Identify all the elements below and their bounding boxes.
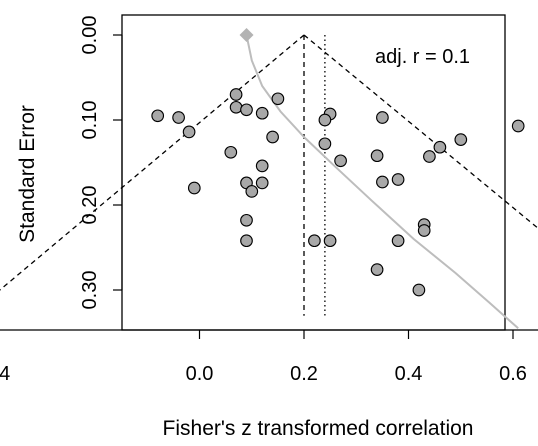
data-point bbox=[318, 113, 332, 127]
y-tick-label: 0.00 bbox=[79, 16, 101, 55]
data-point bbox=[433, 140, 447, 154]
funnel-left-edge bbox=[0, 34, 305, 291]
adjusted-r-annotation: adj. r = 0.1 bbox=[375, 46, 470, 68]
data-point bbox=[318, 137, 332, 151]
data-point bbox=[229, 88, 243, 101]
x-tick-label: 0.2 bbox=[290, 363, 318, 385]
data-point bbox=[255, 106, 269, 120]
funnel-right-edge bbox=[303, 34, 538, 230]
data-point bbox=[151, 109, 165, 123]
data-point bbox=[370, 263, 384, 276]
data-point bbox=[391, 234, 405, 248]
y-tick-label: 0.30 bbox=[79, 271, 101, 310]
data-point bbox=[423, 150, 436, 163]
x-axis-title: Fisher's z transformed correlation bbox=[163, 417, 474, 440]
data-point bbox=[182, 125, 196, 139]
data-point bbox=[240, 234, 253, 248]
x-tick-label: −0.4 bbox=[0, 363, 10, 385]
y-tick-label: 0.10 bbox=[79, 101, 101, 140]
data-point bbox=[323, 234, 337, 248]
data-point bbox=[240, 213, 253, 227]
funnel-lines bbox=[0, 34, 538, 316]
data-point bbox=[187, 181, 201, 195]
x-tick-label: 0.4 bbox=[395, 363, 423, 385]
x-tick-label: 0.0 bbox=[186, 363, 214, 385]
data-point bbox=[334, 154, 347, 168]
data-point bbox=[255, 176, 269, 190]
data-point bbox=[172, 111, 185, 124]
data-point bbox=[271, 92, 285, 106]
data-point bbox=[412, 283, 426, 297]
data-point bbox=[240, 103, 253, 117]
data-points bbox=[151, 28, 525, 297]
data-point bbox=[255, 159, 269, 173]
x-tick-label: 0.6 bbox=[499, 363, 527, 385]
adjusted-estimate-diamond bbox=[239, 28, 254, 42]
data-point bbox=[245, 185, 259, 198]
data-point bbox=[224, 145, 238, 159]
y-axis: 0.00 0.10 0.20 0.30 bbox=[79, 16, 123, 310]
x-axis: −0.40.00.20.40.60.8 bbox=[0, 329, 538, 385]
regression-curve bbox=[245, 34, 519, 330]
data-point bbox=[454, 133, 468, 146]
data-point bbox=[370, 149, 384, 163]
y-axis-title: Standard Error bbox=[16, 105, 39, 243]
data-point bbox=[229, 100, 243, 114]
data-point bbox=[308, 234, 321, 248]
data-point bbox=[391, 173, 405, 186]
data-point bbox=[376, 111, 389, 124]
y-tick-label: 0.20 bbox=[79, 186, 101, 225]
data-point bbox=[266, 130, 279, 144]
regression-curve-group bbox=[245, 34, 519, 330]
data-point bbox=[376, 175, 389, 189]
data-point bbox=[511, 119, 525, 133]
data-point bbox=[417, 224, 431, 237]
